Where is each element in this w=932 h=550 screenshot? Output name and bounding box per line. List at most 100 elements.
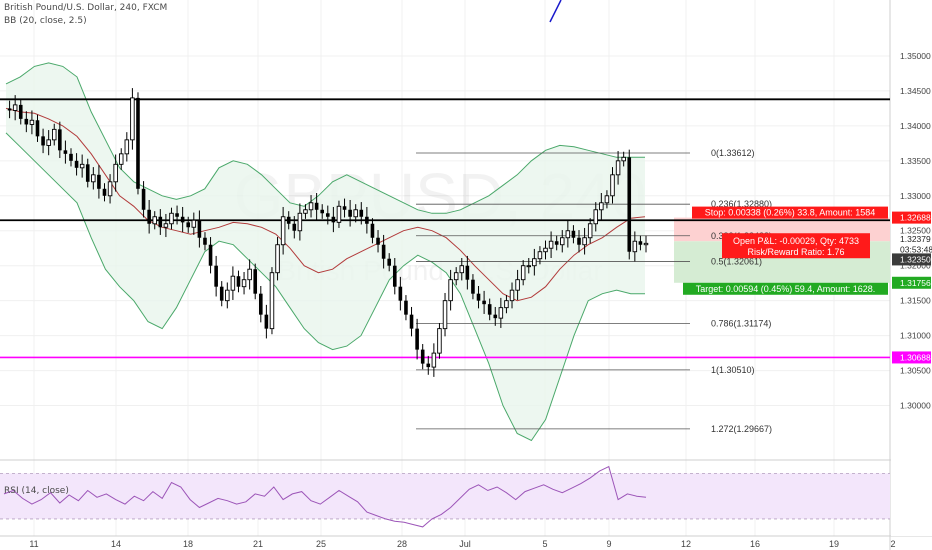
candle-down: [387, 258, 391, 266]
candle-up: [12, 104, 18, 111]
time-tick-label: 18: [183, 539, 193, 549]
candle-up: [442, 300, 448, 330]
fib-label: 1(1.30510): [711, 365, 755, 375]
candle-up: [163, 223, 169, 228]
candle-down: [320, 209, 325, 214]
time-tick-label: Jul: [459, 539, 471, 549]
candle-down: [214, 265, 218, 287]
candle-up: [308, 202, 314, 211]
candle-down: [180, 216, 185, 223]
candle-up: [532, 258, 537, 267]
candle-up: [230, 275, 236, 291]
candle-down: [203, 237, 207, 245]
fib-label: 0.5(1.32061): [711, 256, 762, 266]
candle-up: [169, 212, 174, 225]
time-tick-label: 12: [681, 539, 691, 549]
candle-down: [426, 363, 431, 368]
price-tick-label: 1.31500: [900, 296, 931, 306]
candle-up: [91, 174, 96, 183]
candle-up: [582, 237, 587, 246]
candle-up: [543, 247, 548, 253]
candle-down: [147, 209, 151, 224]
bollinger-bands: [5, 62, 646, 442]
time-tick-label: 2: [890, 539, 895, 549]
price-tag-target: 1.31756: [900, 278, 931, 288]
candle-down: [638, 241, 643, 245]
candle-up: [247, 268, 252, 281]
candle-up: [431, 352, 437, 368]
position-labels: Stop: 0.00338 (0.26%) 33.8, Amount: 1584…: [683, 206, 888, 295]
candle-up: [280, 216, 286, 246]
candle-down: [18, 104, 23, 119]
rsi-line: [3, 465, 647, 528]
candle-down: [102, 188, 107, 196]
candle-down: [286, 216, 291, 224]
price-tick-label: 1.30000: [900, 401, 931, 411]
candle-down: [365, 216, 369, 224]
candle-up: [610, 174, 615, 197]
candle-down: [197, 220, 202, 238]
candle-up: [303, 209, 308, 214]
candle-down: [577, 237, 581, 245]
candle-down: [342, 206, 347, 210]
candle-down: [175, 213, 179, 217]
candle-up: [191, 219, 197, 228]
rsi-panel: 60.000040.0000: [0, 465, 931, 528]
symbol-legend[interactable]: British Pound/U.S. Dollar, 240, FXCM: [4, 3, 168, 13]
price-axis-bg: [891, 0, 932, 536]
candle-up: [599, 202, 604, 211]
candle-up: [537, 251, 543, 260]
candle-down: [58, 129, 62, 151]
price-tag-plain: 1.32379: [900, 234, 931, 244]
candle-up: [113, 163, 118, 183]
price-tick-label: 1.33500: [900, 156, 931, 166]
candle-up: [509, 289, 515, 302]
candle-down: [571, 230, 576, 238]
price-tick-label: 1.33000: [900, 191, 931, 201]
candle-up: [526, 265, 532, 268]
candle-up: [548, 240, 554, 249]
bb-legend[interactable]: BB (20, close, 2.5): [4, 16, 87, 26]
candle-down: [325, 213, 330, 217]
price-tick-label: 1.30500: [900, 366, 931, 376]
rr-label: Risk/Reward Ratio: 1.76: [747, 247, 844, 257]
price-tick-label: 1.34000: [900, 121, 931, 131]
time-tick-label: 14: [111, 539, 121, 549]
candle-down: [493, 314, 498, 319]
candle-down: [208, 244, 213, 266]
candle-down: [376, 237, 380, 245]
candle-down: [219, 286, 224, 301]
bb-fill: [6, 62, 645, 441]
candle-down: [264, 314, 269, 329]
price-tag-tag: 1.32350: [900, 254, 931, 264]
candle-up: [643, 242, 649, 246]
time-tick-label: 19: [829, 539, 839, 549]
candle-down: [236, 276, 241, 287]
candle-up: [118, 153, 124, 165]
candle-down: [97, 174, 101, 189]
candle-down: [314, 202, 319, 210]
time-tick-label: 5: [542, 539, 547, 549]
price-tag-bg: [892, 253, 931, 266]
fib-label: 0.786(1.31174): [711, 318, 771, 328]
candle-up: [46, 139, 51, 146]
price-tag-bg: [892, 211, 931, 224]
candle-down: [35, 120, 40, 137]
candle-down: [24, 118, 29, 125]
candle-up: [515, 279, 520, 291]
candle-down: [63, 150, 68, 154]
candle-up: [29, 119, 35, 125]
candle-down: [627, 157, 632, 252]
candle-up: [498, 307, 504, 319]
candle-up: [604, 195, 610, 204]
rsi-legend[interactable]: RSI (14, close): [4, 486, 69, 496]
candle-down: [41, 136, 45, 146]
candle-up: [565, 230, 571, 239]
candle-up: [124, 139, 130, 155]
candle-down: [186, 222, 191, 228]
candle-down: [85, 164, 90, 182]
candle-up: [632, 240, 638, 253]
candle-up: [107, 181, 113, 197]
price-tick-label: 1.31000: [900, 331, 931, 341]
